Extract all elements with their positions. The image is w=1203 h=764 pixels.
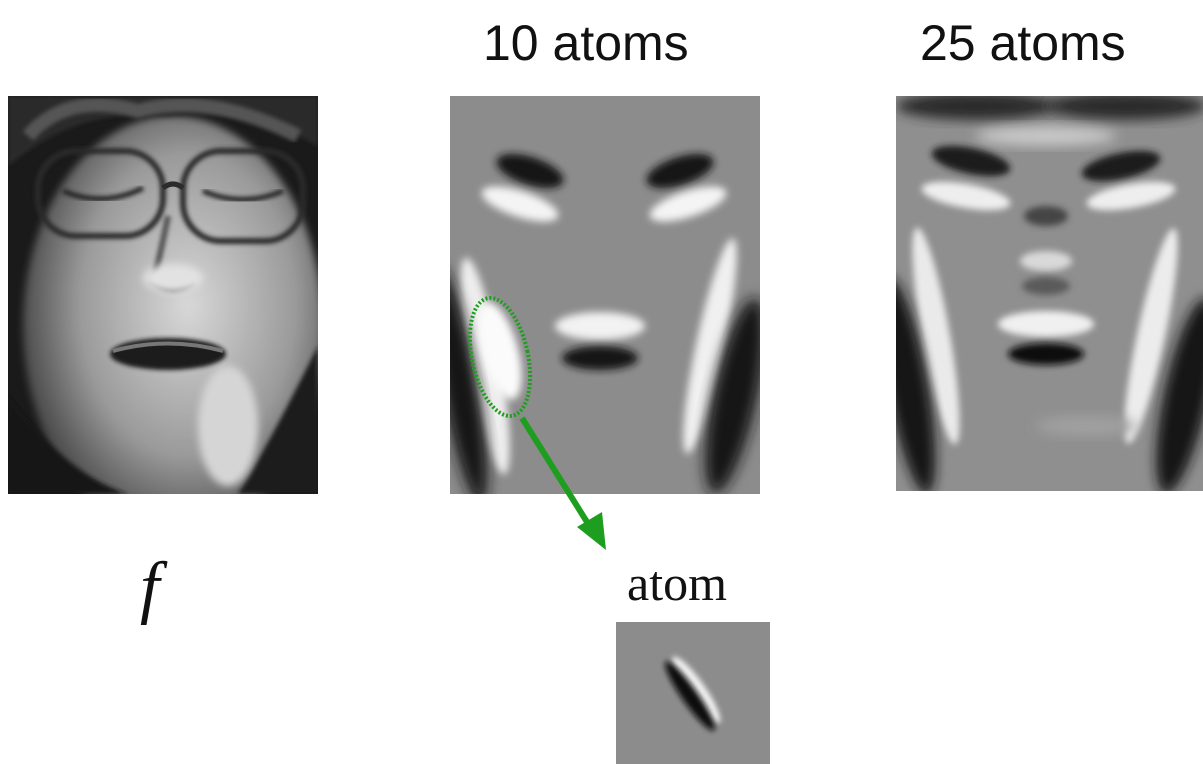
f-label: f xyxy=(140,549,160,626)
single-atom-image xyxy=(616,622,770,764)
atom-label: atom xyxy=(627,555,727,611)
arrow-head-icon xyxy=(577,512,606,550)
title-10-atoms: 10 atoms xyxy=(483,15,689,71)
approx-10-atoms-image xyxy=(450,96,760,494)
approx-25-atoms-image xyxy=(896,96,1203,491)
original-face-image xyxy=(8,96,318,494)
title-25-atoms: 25 atoms xyxy=(920,15,1126,71)
atom-highlight-ellipse xyxy=(467,296,533,418)
arrow-shaft xyxy=(519,416,595,532)
